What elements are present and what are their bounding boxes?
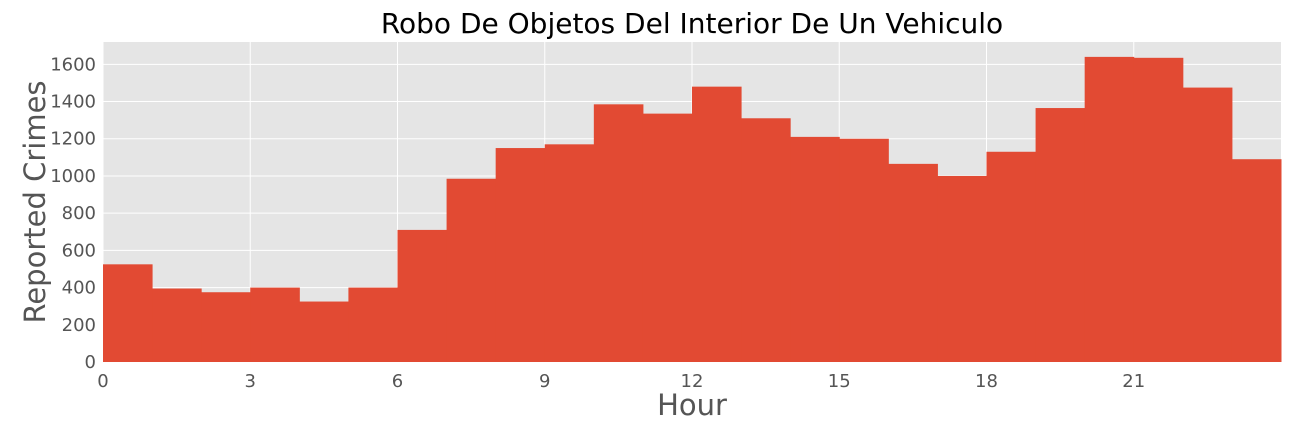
bar-hour-2 [201, 292, 251, 362]
bar-hour-12 [692, 86, 742, 363]
bar-hour-0 [103, 264, 153, 362]
y-tick-label: 1600 [50, 54, 96, 75]
y-tick-label: 1200 [50, 129, 96, 150]
bar-hour-14 [790, 136, 840, 362]
y-tick-label: 400 [62, 278, 96, 299]
x-tick-label: 18 [975, 371, 998, 392]
bar-hour-19 [1035, 108, 1086, 362]
x-axis-label: Hour [657, 388, 727, 422]
bar-hour-16 [888, 163, 938, 362]
bar-hour-3 [250, 287, 300, 362]
y-tick-label: 800 [62, 203, 96, 224]
bar-hour-11 [642, 113, 693, 363]
bar-hour-1 [152, 288, 202, 362]
x-tick-label: 21 [1122, 371, 1145, 392]
bar-hour-18 [986, 151, 1037, 362]
x-tick-label: 0 [97, 371, 108, 392]
y-tick-label: 1000 [50, 166, 96, 187]
x-tick-label: 12 [681, 371, 704, 392]
bar-hour-7 [446, 178, 497, 362]
bar-hour-6 [397, 229, 448, 362]
bar-hour-4 [299, 301, 349, 362]
y-tick-label: 200 [62, 315, 96, 336]
bar-hour-10 [593, 104, 644, 362]
bar-hour-21 [1133, 57, 1184, 362]
bar-hour-22 [1182, 87, 1233, 363]
x-tick-label: 3 [245, 371, 256, 392]
bar-hour-8 [495, 148, 546, 362]
bar-hour-23 [1231, 159, 1282, 362]
bar-hour-15 [839, 138, 889, 362]
bar-hour-13 [741, 118, 791, 362]
bar-hour-20 [1084, 56, 1135, 362]
bar-hour-17 [937, 175, 987, 362]
bar-hour-5 [348, 287, 398, 362]
bar-hour-9 [544, 144, 595, 362]
x-tick-label: 15 [828, 371, 851, 392]
y-tick-label: 600 [62, 240, 96, 261]
x-tick-labels: 0 3 6 9 12 15 18 21 [97, 371, 1145, 392]
y-axis-label: Reported Crimes [18, 80, 52, 323]
y-tick-label: 0 [85, 352, 96, 373]
x-tick-label: 9 [539, 371, 550, 392]
chart-title: Robo De Objetos Del Interior De Un Vehic… [381, 7, 1003, 40]
y-tick-labels: 0 200 400 600 800 1000 1200 1400 1600 [50, 54, 96, 373]
bars-group [103, 56, 1282, 363]
x-tick-label: 6 [392, 371, 403, 392]
y-tick-label: 1400 [50, 92, 96, 113]
